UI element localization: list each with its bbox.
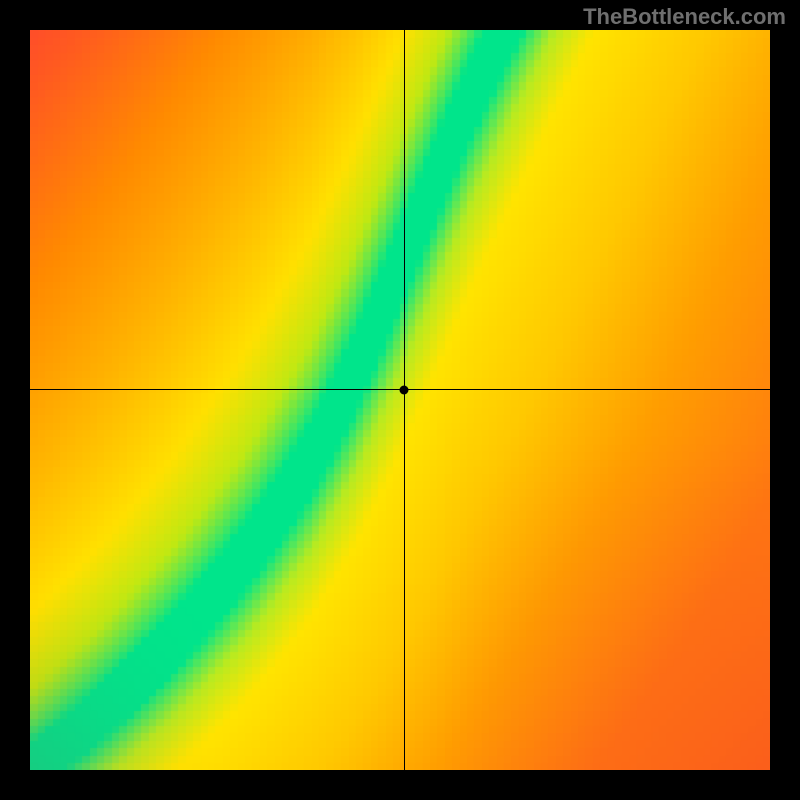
watermark-text: TheBottleneck.com — [583, 4, 786, 30]
crosshair-vertical — [404, 30, 405, 770]
crosshair-marker — [400, 385, 409, 394]
heatmap-plot — [30, 30, 770, 770]
heatmap-canvas — [30, 30, 770, 770]
